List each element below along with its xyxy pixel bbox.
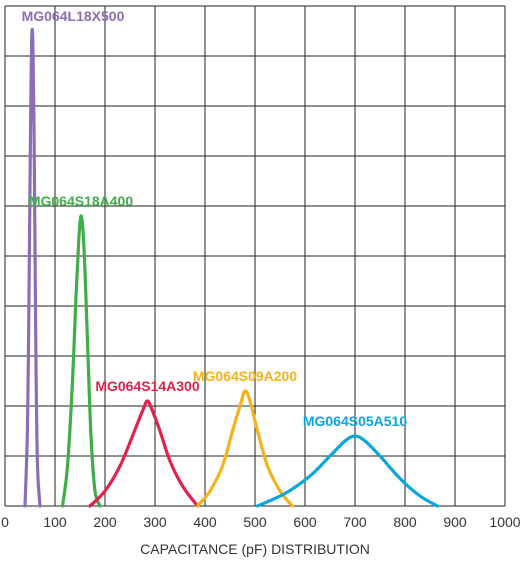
x-axis-label: CAPACITANCE (pF) DISTRIBUTION: [140, 541, 370, 557]
x-tick-label: 800: [393, 514, 417, 530]
series-curve-mg064s05a510: [255, 434, 440, 508]
x-tick-label: 100: [43, 514, 67, 530]
x-tick-label: 600: [293, 514, 317, 530]
x-tick-label: 500: [243, 514, 267, 530]
x-tick-label: 300: [143, 514, 167, 530]
x-tick-labels: 0 100 200 300 400 500 600 700 800 900 1000: [1, 514, 521, 530]
series-label-mg064s09a200: MG064S09A200: [193, 368, 298, 384]
series-curve-mg064s14a300: [88, 399, 200, 508]
x-tick-label: 200: [93, 514, 117, 530]
x-tick-label: 700: [343, 514, 367, 530]
series-label-mg064s14a300: MG064S14A300: [95, 378, 200, 394]
x-tick-label: 900: [443, 514, 467, 530]
series-labels: MG064L18X500MG064S18A400MG064S14A300MG06…: [22, 8, 408, 429]
series-curves: [23, 27, 440, 508]
series-label-mg064s18a400: MG064S18A400: [29, 193, 134, 209]
series-curve-mg064s18a400: [60, 214, 102, 508]
series-curve-mg064l18x500: [23, 27, 42, 508]
x-tick-label: 1000: [489, 514, 520, 530]
series-curve-mg064s09a200: [195, 389, 295, 508]
series-label-mg064s05a510: MG064S05A510: [303, 413, 408, 429]
x-tick-label: 400: [193, 514, 217, 530]
x-tick-label: 0: [1, 514, 9, 530]
series-label-mg064l18x500: MG064L18X500: [22, 8, 125, 24]
